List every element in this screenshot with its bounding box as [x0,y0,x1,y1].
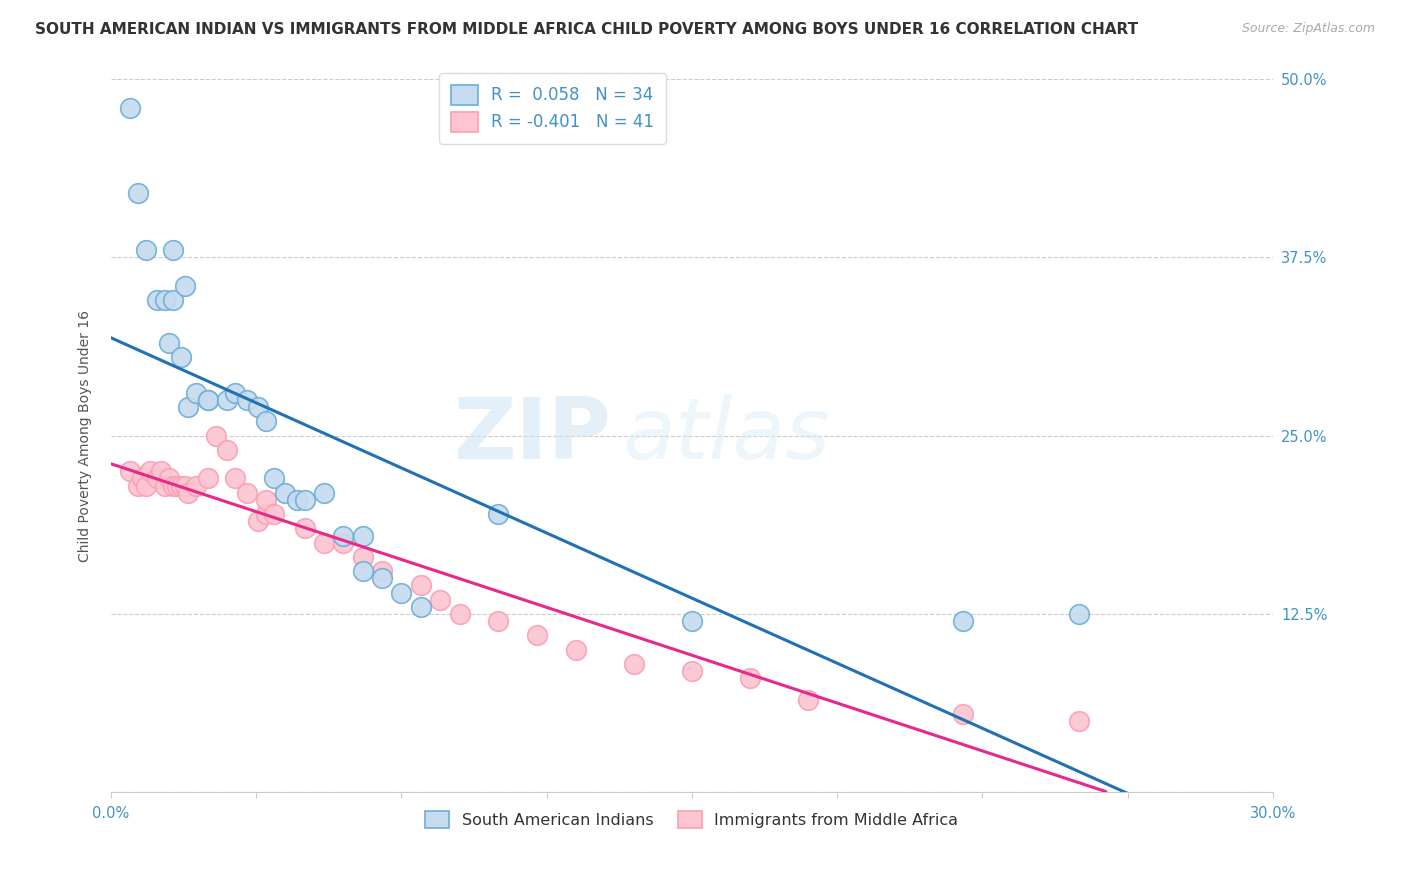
Point [312,485,335,500]
Point [150,464,173,478]
Point [312,535,335,549]
Point [197,392,219,407]
Point [217,442,239,457]
Point [131,471,153,485]
Point [162,243,184,257]
Point [155,478,177,492]
Point [166,478,188,492]
Point [224,385,246,400]
Point [254,414,277,428]
Point [157,471,180,485]
Point [254,492,277,507]
Point [332,528,354,542]
Point [263,471,285,485]
Point [332,535,354,549]
Point [352,564,374,578]
Point [1069,714,1091,728]
Point [263,507,285,521]
Point [170,350,193,364]
Point [391,585,413,599]
Text: atlas: atlas [623,394,831,477]
Point [738,671,761,685]
Point [204,428,226,442]
Point [797,692,820,706]
Point [135,478,157,492]
Point [177,485,200,500]
Point [274,485,297,500]
Point [247,514,270,528]
Point [409,578,432,592]
Point [235,485,257,500]
Point [285,492,308,507]
Point [155,293,177,307]
Point [294,492,316,507]
Point [197,471,219,485]
Point [162,293,184,307]
Point [146,471,169,485]
Point [120,101,142,115]
Point [952,614,974,628]
Text: SOUTH AMERICAN INDIAN VS IMMIGRANTS FROM MIDDLE AFRICA CHILD POVERTY AMONG BOYS : SOUTH AMERICAN INDIAN VS IMMIGRANTS FROM… [35,22,1139,37]
Point [217,392,239,407]
Point [162,478,184,492]
Point [486,614,509,628]
Point [127,186,149,200]
Point [526,628,548,642]
Legend: South American Indians, Immigrants from Middle Africa: South American Indians, Immigrants from … [419,805,965,834]
Point [170,478,193,492]
Point [294,521,316,535]
Text: Source: ZipAtlas.com: Source: ZipAtlas.com [1241,22,1375,36]
Point [186,385,208,400]
Point [177,400,200,414]
Point [681,614,703,628]
Y-axis label: Child Poverty Among Boys Under 16: Child Poverty Among Boys Under 16 [79,310,93,562]
Point [1069,607,1091,621]
Point [197,392,219,407]
Point [565,642,588,657]
Point [352,528,374,542]
Point [135,243,157,257]
Point [952,706,974,721]
Text: ZIP: ZIP [453,394,610,477]
Point [623,657,645,671]
Point [120,464,142,478]
Point [352,549,374,564]
Point [235,392,257,407]
Point [371,571,394,585]
Point [247,400,270,414]
Point [254,507,277,521]
Point [127,478,149,492]
Point [449,607,471,621]
Point [681,664,703,678]
Point [224,471,246,485]
Point [409,599,432,614]
Point [371,564,394,578]
Point [173,478,195,492]
Point [173,278,195,293]
Point [157,335,180,350]
Point [486,507,509,521]
Point [146,293,169,307]
Point [186,478,208,492]
Point [429,592,451,607]
Point [139,464,162,478]
